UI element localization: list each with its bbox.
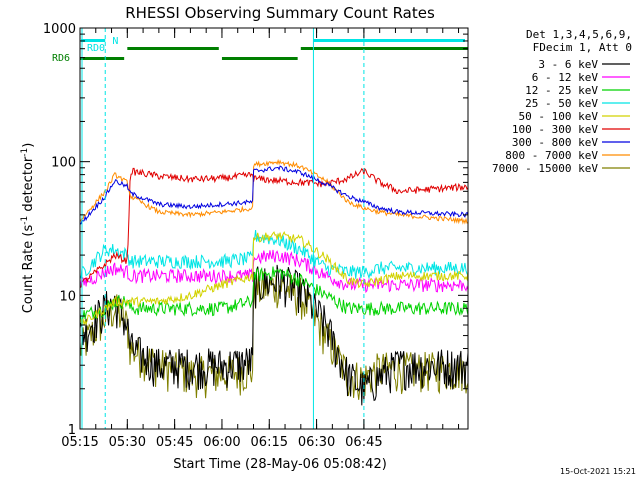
x-tick-label: 05:30 (109, 435, 146, 450)
y-label-main: Count Rate (s (21, 225, 36, 314)
interval-lines (81, 28, 365, 429)
rd6-flag-bar (80, 57, 125, 60)
rd6-label: RD6 (52, 53, 70, 64)
series-line (79, 158, 469, 225)
y-label-mid: detector (21, 156, 36, 216)
series-line (79, 249, 469, 294)
legend-entry-label: 800 - 7000 keV (505, 149, 598, 162)
legend-entry-label: 50 - 100 keV (519, 110, 599, 123)
legend-entry-label: 100 - 300 keV (512, 123, 598, 136)
plot-frame (79, 27, 469, 430)
x-tick-label: 06:00 (203, 435, 240, 450)
flag-bars: RD0 RD6 N (52, 36, 468, 64)
legend-header-line: FDecim 1, Att 0 (533, 41, 632, 54)
x-tick-label: 05:15 (61, 435, 98, 450)
legend: Det 1,3,4,5,6,9,FDecim 1, Att 0 3 - 6 keV… (492, 28, 632, 175)
rd6-flag-bar (300, 47, 468, 50)
chart-title: RHESSI Observing Summary Count Rates (125, 4, 435, 22)
series-line (79, 266, 469, 324)
rd0-flag-bar (81, 39, 106, 42)
legend-entry-label: 6 - 12 keV (532, 71, 599, 84)
y-axis-label: Count Rate (s-1 detector-1) (20, 143, 36, 314)
x-tick-label: 06:15 (251, 435, 288, 450)
series-line (79, 231, 469, 326)
series-line (79, 264, 469, 406)
series-line (79, 271, 469, 400)
rd0-flag-bar (313, 39, 465, 42)
legend-header-line: Det 1,3,4,5,6,9, (526, 28, 632, 41)
x-tick-label: 06:30 (298, 435, 335, 450)
legend-entry-label: 3 - 6 keV (538, 58, 598, 71)
y-label-sup1: -1 (20, 216, 30, 225)
y-tick-label: 1 (68, 423, 76, 438)
y-tick-label: 100 (51, 156, 76, 171)
rd0-label: RD0 (87, 43, 105, 54)
y-tick-label: 10 (59, 289, 76, 304)
axes: 1 10 100 1000 05:15 05:30 05:45 06:00 06:15 06:30… (43, 22, 468, 450)
x-tick-label: 05:45 (156, 435, 193, 450)
x-tick-label: 06:45 (345, 435, 382, 450)
legend-entry-label: 300 - 800 keV (512, 136, 598, 149)
generated-timestamp: 15-Oct-2021 15:21 (560, 467, 636, 476)
rd6-flag-bar (221, 57, 298, 60)
legend-entry-label: 7000 - 15000 keV (492, 162, 598, 175)
series-line (79, 167, 469, 289)
series-line (79, 165, 469, 225)
legend-entry-label: 25 - 50 keV (525, 97, 598, 110)
x-axis-label: Start Time (28-May-06 05:08:42) (173, 457, 387, 472)
y-tick-label: 1000 (43, 22, 76, 37)
y-label-sup2: -1 (20, 148, 30, 157)
series-line (79, 229, 469, 280)
n-flag-label: N (112, 36, 118, 47)
y-label-end: ) (21, 143, 36, 148)
legend-entry-label: 12 - 25 keV (525, 84, 598, 97)
rd6-flag-bar (127, 47, 219, 50)
series-layer (79, 158, 469, 406)
